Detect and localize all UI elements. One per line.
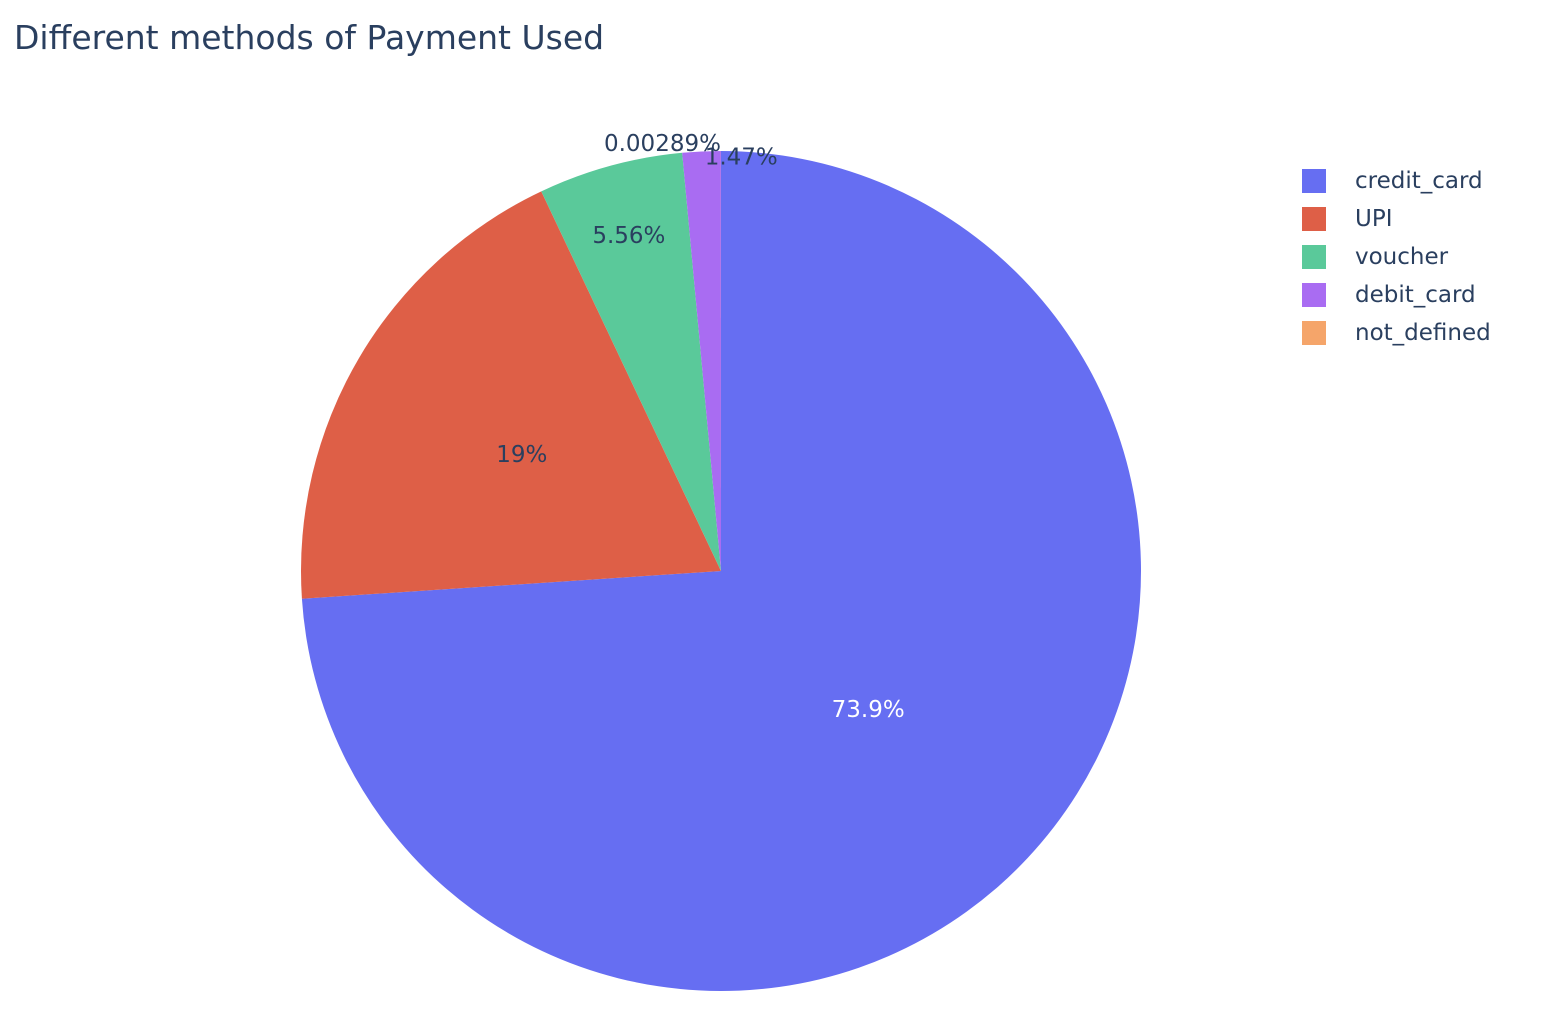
legend-label: debit_card <box>1355 282 1476 308</box>
legend-item-debit-card[interactable]: debit_card <box>1302 276 1491 314</box>
pie-slice-labels: 73.9% 19% 5.56% 1.47%0.00289% <box>496 131 904 723</box>
legend-swatch <box>1302 321 1326 345</box>
legend-swatch <box>1302 169 1326 193</box>
pie-slice-label-credit-card: 73.9% <box>832 697 905 723</box>
legend-item-not-defined[interactable]: not_defined <box>1302 314 1491 352</box>
legend-item-credit-card[interactable]: credit_card <box>1302 162 1491 200</box>
pie-slice-voucher[interactable] <box>541 152 721 571</box>
pie-slices <box>301 151 1141 991</box>
pie-slice-debit-card[interactable] <box>682 151 721 571</box>
legend-swatch <box>1302 207 1326 231</box>
pie-slice-label-UPI: 19% <box>496 442 547 468</box>
legend-label: UPI <box>1355 206 1393 232</box>
legend-label: voucher <box>1355 244 1449 270</box>
pie-slice-label-not-defined: 0.00289% <box>604 131 721 157</box>
legend-label: not_defined <box>1355 320 1491 346</box>
legend-swatch <box>1302 245 1326 269</box>
legend-item-UPI[interactable]: UPI <box>1302 200 1491 238</box>
legend-label: credit_card <box>1355 168 1483 194</box>
pie-slice-label-debit-card: 1.47% <box>705 145 778 171</box>
legend-swatch <box>1302 283 1326 307</box>
pie-slice-credit-card[interactable] <box>301 151 1141 991</box>
pie-slice-UPI[interactable] <box>301 191 721 599</box>
legend: credit_card UPI voucher debit_card not_defin… <box>1302 162 1491 352</box>
chart-title: Different methods of Payment Used <box>14 18 605 57</box>
pie-slice-label-voucher: 5.56% <box>592 223 665 249</box>
legend-item-voucher[interactable]: voucher <box>1302 238 1491 276</box>
